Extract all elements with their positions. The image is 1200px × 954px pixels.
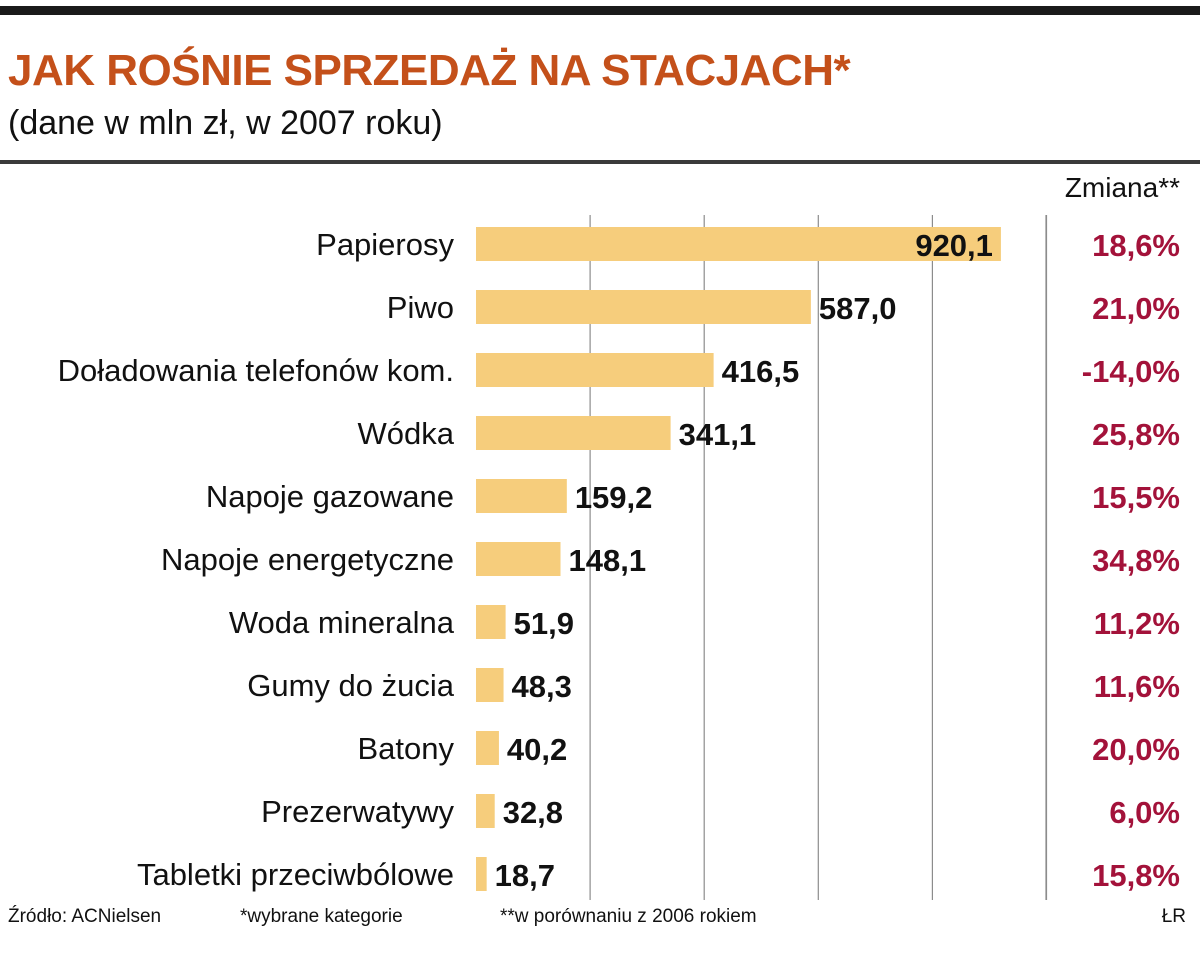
bar — [476, 605, 506, 639]
category-label: Prezerwatywy — [261, 794, 454, 829]
bar — [476, 857, 487, 891]
change-label: 25,8% — [1092, 417, 1180, 452]
category-label: Doładowania telefonów kom. — [58, 353, 454, 388]
category-label: Napoje energetyczne — [161, 542, 454, 577]
category-label: Batony — [357, 731, 454, 766]
chart-subtitle: (dane w mln zł, w 2007 roku) — [8, 104, 443, 142]
category-label: Gumy do żucia — [247, 668, 455, 703]
category-label: Piwo — [387, 290, 454, 325]
data-label: 32,8 — [503, 795, 563, 830]
change-label: 15,5% — [1092, 480, 1180, 515]
bar — [476, 290, 811, 324]
footer-note-categories: *wybrane kategorie — [240, 906, 403, 927]
data-label: 587,0 — [819, 291, 897, 326]
chart-title: JAK ROŚNIE SPRZEDAŻ NA STACJACH* — [8, 46, 851, 95]
change-label: 34,8% — [1092, 543, 1180, 578]
data-label: 148,1 — [568, 543, 646, 578]
data-label: 48,3 — [512, 669, 572, 704]
bar-chart: Papierosy 920,1 18,6% Piwo 587,0 21,0% Doładow… — [58, 215, 1180, 900]
data-label: 920,1 — [915, 228, 993, 263]
bar — [476, 227, 1001, 261]
bar — [476, 542, 561, 576]
data-label: 40,2 — [507, 732, 567, 767]
change-label: 6,0% — [1109, 795, 1180, 830]
bar — [476, 731, 499, 765]
bar — [476, 794, 495, 828]
category-label: Napoje gazowane — [206, 479, 454, 514]
data-label: 18,7 — [495, 858, 555, 893]
footer-source: Źródło: ACNielsen — [8, 906, 162, 927]
change-label: 11,6% — [1094, 669, 1180, 704]
change-label: -14,0% — [1082, 354, 1180, 389]
data-label: 51,9 — [514, 606, 574, 641]
footer-author: ŁR — [1161, 906, 1186, 927]
change-label: 11,2% — [1094, 606, 1180, 641]
category-label: Wódka — [358, 416, 455, 451]
category-label: Papierosy — [316, 227, 454, 262]
bar — [476, 353, 714, 387]
change-label: 20,0% — [1092, 732, 1180, 767]
top-rule — [0, 6, 1200, 15]
footer-note-comparison: **w porównaniu z 2006 rokiem — [500, 906, 757, 927]
category-label: Woda mineralna — [229, 605, 455, 640]
change-label: 18,6% — [1092, 228, 1180, 263]
data-label: 159,2 — [575, 480, 653, 515]
change-label: 21,0% — [1092, 291, 1180, 326]
footer: Źródło: ACNielsen *wybrane kategorie **w… — [0, 906, 1200, 936]
change-column-header: Zmiana** — [1064, 172, 1180, 203]
bar — [476, 668, 504, 702]
bar — [476, 479, 567, 513]
data-label: 416,5 — [722, 354, 800, 389]
bar — [476, 416, 671, 450]
category-label: Tabletki przeciwbólowe — [137, 857, 454, 892]
header-divider — [0, 160, 1200, 164]
change-label: 15,8% — [1092, 858, 1180, 893]
data-label: 341,1 — [679, 417, 757, 452]
